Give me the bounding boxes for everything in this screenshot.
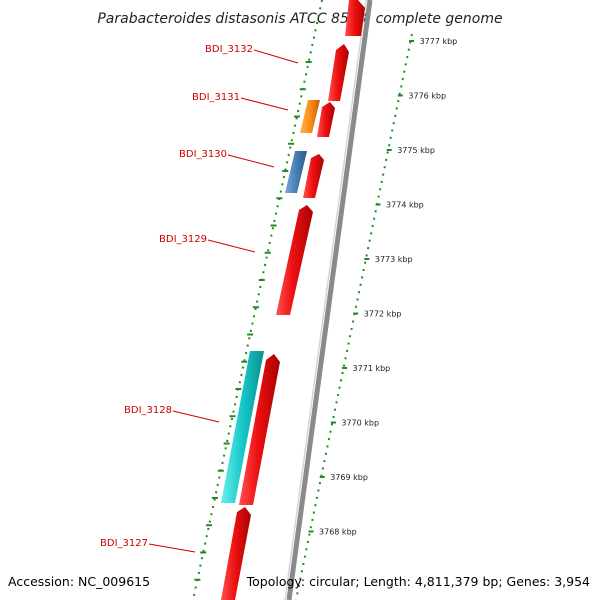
kbp-ticks: 3777 kbp 3776 kbp 3775 kbp 3774 kbp 3773 kbp… xyxy=(194,37,458,581)
kbp-tick-label: 3774 kbp xyxy=(386,201,424,210)
kbp-tick-label: 3777 kbp xyxy=(420,37,458,46)
gene-arrow xyxy=(345,0,365,36)
gene-label-bdi-3132: BDI_3132 xyxy=(205,44,253,55)
leader-line xyxy=(207,239,256,253)
gene-arrow xyxy=(239,354,280,505)
gene-label-bdi-3130: BDI_3130 xyxy=(179,149,227,160)
gene-label-bdi-3128: BDI_3128 xyxy=(124,405,172,416)
forward-genes xyxy=(221,0,365,600)
feature-blue xyxy=(285,151,307,193)
kbp-tick-label: 3769 kbp xyxy=(330,473,368,482)
map-title: Parabacteroides distasonis ATCC 8503, co… xyxy=(97,11,502,27)
kbp-tick-label: 3775 kbp xyxy=(397,146,435,155)
genome-backbone xyxy=(286,0,373,600)
kbp-tick-label: 3770 kbp xyxy=(341,419,379,428)
outer-dotted-ring xyxy=(295,33,413,600)
backbone-highlight xyxy=(284,0,367,600)
kbp-tick-label: 3772 kbp xyxy=(364,310,402,319)
feature-cyan xyxy=(221,351,264,503)
inner-dotted-ring xyxy=(192,0,323,600)
kbp-tick-label: 3768 kbp xyxy=(319,528,357,537)
kbp-tick-label: 3776 kbp xyxy=(408,92,446,101)
gene-arrow xyxy=(317,102,335,137)
leader-line xyxy=(227,154,275,168)
gene-label-bdi-3129: BDI_3129 xyxy=(159,234,207,245)
gene-arrow xyxy=(328,44,349,101)
gene-arrow xyxy=(276,205,313,315)
leader-line xyxy=(240,97,289,111)
feature-orange xyxy=(300,100,320,133)
leader-line xyxy=(148,543,196,553)
gene-arrow xyxy=(303,154,324,198)
kbp-tick-label: 3773 kbp xyxy=(375,255,413,264)
leader-line xyxy=(253,49,299,64)
gene-label-bdi-3127: BDI_3127 xyxy=(100,538,148,549)
gene-label-bdi-3131: BDI_3131 xyxy=(192,92,240,103)
gene-arrow xyxy=(221,507,251,600)
leader-line xyxy=(172,410,220,423)
gene-labels: BDI_3132 BDI_3131 BDI_3130 BDI_3129 BDI_… xyxy=(100,44,299,553)
genome-summary-text: Topology: circular; Length: 4,811,379 bp… xyxy=(246,574,590,589)
kbp-tick-label: 3771 kbp xyxy=(353,364,391,373)
accession-text: Accession: NC_009615 xyxy=(8,574,150,589)
